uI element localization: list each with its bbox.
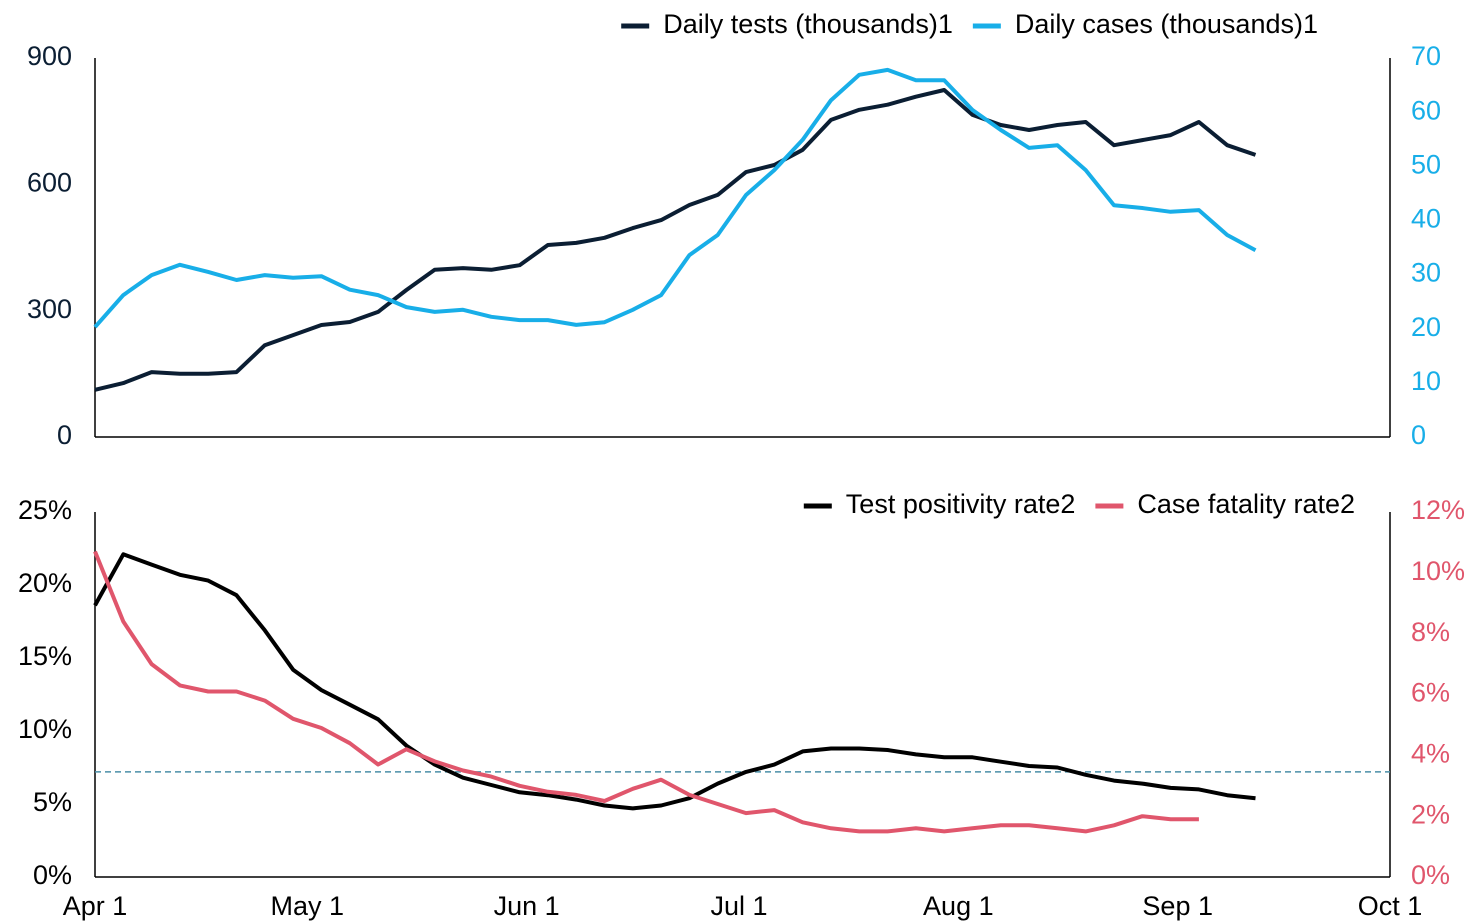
series-line — [93, 67, 1257, 329]
legend-label: Case fatality rate2 — [1137, 489, 1355, 519]
y2-tick-label: 10% — [1411, 556, 1465, 586]
y2-tick-label: 50 — [1411, 149, 1441, 179]
x-tick-label: Sep 1 — [1142, 891, 1213, 921]
series-line — [94, 88, 1257, 392]
y-tick-label: 20% — [18, 568, 72, 598]
x-tick-label: Oct 1 — [1358, 891, 1423, 921]
y-tick-label: 25% — [18, 495, 72, 525]
y2-tick-label: 0 — [1411, 420, 1426, 450]
y2-tick-label: 70 — [1411, 41, 1441, 71]
y2-tick-label: 12% — [1411, 495, 1465, 525]
x-tick-label: Jul 1 — [710, 891, 767, 921]
x-tick-label: Jun 1 — [494, 891, 560, 921]
y2-tick-label: 40 — [1411, 204, 1441, 234]
y-tick-label: 600 — [27, 167, 72, 197]
x-tick-label: May 1 — [271, 891, 345, 921]
y2-tick-label: 8% — [1411, 617, 1450, 647]
y2-tick-label: 30 — [1411, 258, 1441, 288]
legend-label: Daily tests (thousands)1 — [663, 9, 953, 39]
y-tick-label: 300 — [27, 294, 72, 324]
x-tick-label: Aug 1 — [923, 891, 994, 921]
x-tick-label: Apr 1 — [63, 891, 128, 921]
y-tick-label: 900 — [27, 41, 72, 71]
series-line — [93, 552, 1256, 811]
y-tick-label: 10% — [18, 714, 72, 744]
y-tick-label: 5% — [33, 787, 72, 817]
y2-tick-label: 10 — [1411, 366, 1441, 396]
legend-label: Test positivity rate2 — [846, 489, 1076, 519]
y2-tick-label: 60 — [1411, 95, 1441, 125]
y2-tick-label: 0% — [1411, 860, 1450, 890]
series-line — [93, 550, 1199, 834]
y2-tick-label: 4% — [1411, 738, 1450, 768]
legend-label: Daily cases (thousands)1 — [1015, 9, 1318, 39]
y-tick-label: 0 — [57, 420, 72, 450]
y2-tick-label: 2% — [1411, 799, 1450, 829]
y2-tick-label: 20 — [1411, 312, 1441, 342]
y-tick-label: 15% — [18, 641, 72, 671]
y2-tick-label: 6% — [1411, 678, 1450, 708]
y-tick-label: 0% — [33, 860, 72, 890]
